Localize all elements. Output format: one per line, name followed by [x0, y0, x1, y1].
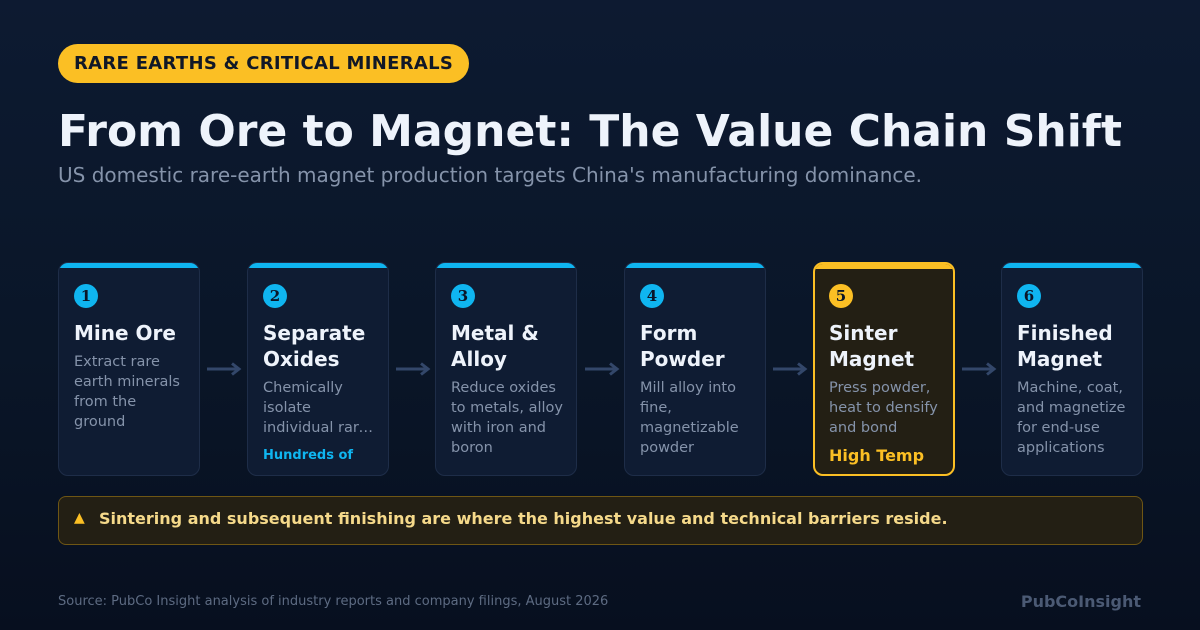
step-number-badge: 4 — [640, 284, 664, 308]
step-accent-bar — [1002, 263, 1142, 268]
step-description: Machine, coat, and magnetize for end-use… — [1017, 380, 1126, 456]
step-description: Reduce oxides to metals, alloy with iron… — [451, 380, 563, 456]
step-title: Sinter Magnet — [829, 321, 915, 371]
step-title: Metal & Alloy — [451, 321, 539, 371]
step-description: Chemically isolate individual rare earth… — [263, 380, 368, 436]
step-accent-bar — [59, 263, 199, 268]
arrow-right-icon — [773, 362, 808, 376]
step-description: Mill alloy into fine, magnetizable powde… — [640, 380, 739, 456]
arrow-right-icon — [207, 362, 242, 376]
step-card-separate-oxides: 2 Separate Oxides Chemically isolate ind… — [247, 262, 389, 476]
step-description: Extract rare earth minerals from the gro… — [74, 354, 180, 430]
insight-callout: ▲ Sintering and subsequent finishing are… — [58, 496, 1143, 545]
page-subtitle: US domestic rare-earth magnet production… — [58, 163, 923, 187]
step-note: High Temp — [829, 446, 925, 465]
step-accent-bar — [815, 264, 953, 269]
step-number-badge: 5 — [829, 284, 853, 308]
step-title: Finished Magnet — [1017, 321, 1113, 371]
category-tag: RARE EARTHS & CRITICAL MINERALS — [58, 44, 470, 83]
warning-triangle-icon: ▲ — [74, 510, 85, 526]
step-number-badge: 6 — [1017, 284, 1041, 308]
step-accent-bar — [248, 263, 388, 268]
brand-logo: PubCoInsight — [1020, 592, 1141, 611]
step-card-form-powder: 4 Form Powder Mill alloy into fine, magn… — [624, 262, 766, 476]
callout-text: Sintering and subsequent finishing are w… — [99, 509, 948, 528]
source-footnote: Source: PubCo Insight analysis of indust… — [58, 594, 609, 609]
step-card-finished-magnet: 6 Finished Magnet Machine, coat, and mag… — [1001, 262, 1143, 476]
page-title: From Ore to Magnet: The Value Chain Shif… — [58, 106, 1122, 157]
step-description: Press powder, heat to densify and bond — [829, 380, 938, 436]
arrow-right-icon — [962, 362, 997, 376]
step-title: Mine Ore — [74, 321, 176, 345]
step-number-badge: 3 — [451, 284, 475, 308]
step-card-mine-ore: 1 Mine Ore Extract rare earth minerals f… — [58, 262, 200, 476]
arrow-right-icon — [396, 362, 431, 376]
step-number-badge: 2 — [263, 284, 287, 308]
step-title: Separate Oxides — [263, 321, 366, 371]
step-card-sinter-magnet: 5 Sinter Magnet Press powder, heat to de… — [813, 262, 955, 476]
step-card-metal-alloy: 3 Metal & Alloy Reduce oxides to metals,… — [435, 262, 577, 476]
step-note: Hundreds of — [263, 448, 354, 463]
step-accent-bar — [436, 263, 576, 268]
arrow-right-icon — [585, 362, 620, 376]
step-title: Form Powder — [640, 321, 725, 371]
step-number-badge: 1 — [74, 284, 98, 308]
step-accent-bar — [625, 263, 765, 268]
